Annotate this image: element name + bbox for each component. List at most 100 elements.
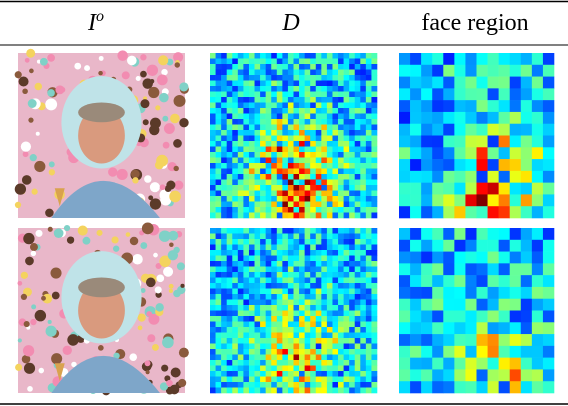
- heat-cell: [248, 179, 255, 186]
- header-cell: D: [281, 10, 299, 36]
- heat-cell: [248, 288, 255, 295]
- heat-cell: [432, 64, 444, 77]
- heat-cell: [221, 299, 227, 306]
- heat-cell: [349, 360, 356, 366]
- heat-cell: [232, 349, 239, 355]
- heat-cell: [265, 113, 272, 120]
- heat-cell: [343, 97, 350, 103]
- heat-cell: [260, 327, 266, 333]
- heat-cell: [271, 382, 278, 388]
- heat-cell: [365, 80, 372, 87]
- heat-cell: [354, 310, 361, 317]
- heat-cell: [299, 233, 305, 240]
- candy: [140, 54, 147, 61]
- heat-cell: [321, 316, 328, 322]
- heat-cell: [365, 305, 372, 311]
- heat-cell: [360, 102, 367, 109]
- heat-cell: [237, 179, 244, 186]
- heat-cell: [265, 294, 272, 300]
- heat-cell: [237, 266, 244, 273]
- heat-cell: [354, 207, 361, 213]
- heat-cell: [310, 97, 317, 103]
- heat-cell: [215, 261, 222, 267]
- heat-cell: [226, 53, 233, 59]
- heat-cell: [237, 168, 244, 175]
- heat-cell: [221, 239, 227, 245]
- heat-cell: [237, 294, 244, 300]
- heat-cell: [254, 102, 261, 109]
- heat-cell: [354, 387, 361, 394]
- heat-cell: [299, 135, 305, 142]
- heat-cell: [365, 97, 372, 103]
- heat-cell: [304, 91, 311, 98]
- heat-cell: [254, 272, 261, 278]
- heat-cell: [338, 113, 344, 120]
- heat-cell: [310, 201, 317, 208]
- heat-cell: [243, 168, 250, 175]
- heat-cell: [354, 163, 361, 169]
- heat-cell: [371, 124, 378, 131]
- heat-cell: [260, 80, 266, 87]
- heat-cell: [276, 376, 283, 383]
- heat-cell: [248, 250, 255, 256]
- heat-cell: [315, 80, 322, 87]
- heat-cell: [260, 119, 266, 125]
- heat-cell: [254, 80, 261, 87]
- heat-cell: [260, 382, 266, 388]
- heat-cell: [304, 228, 311, 234]
- heat-cell: [498, 251, 511, 264]
- heat-cell: [299, 294, 305, 300]
- heat-cell: [332, 321, 339, 328]
- heat-cell: [299, 130, 305, 136]
- heat-cell: [332, 360, 339, 366]
- heat-cell: [371, 58, 378, 65]
- heat-cell: [243, 75, 250, 81]
- heat-cell: [360, 294, 367, 300]
- heat-cell: [226, 327, 233, 333]
- heat-cell: [304, 310, 311, 317]
- heat-cell: [487, 286, 499, 300]
- heat-cell: [299, 157, 305, 164]
- heat-cell: [260, 207, 266, 213]
- heat-cell: [287, 64, 294, 70]
- heat-cell: [399, 111, 411, 125]
- heat-cell: [360, 168, 367, 175]
- heat-cell: [282, 207, 289, 213]
- heat-cell: [465, 381, 477, 394]
- heat-cell: [299, 163, 305, 169]
- heat-cell: [443, 159, 455, 172]
- heat-cell: [315, 360, 322, 366]
- heat-cell: [248, 102, 255, 109]
- heat-cell: [221, 141, 227, 147]
- heat-cell: [282, 146, 289, 153]
- heat-cell: [487, 182, 499, 195]
- heat-cell: [332, 113, 339, 120]
- heat-cell: [326, 310, 333, 317]
- heat-cell: [338, 141, 344, 147]
- heat-cell: [210, 272, 216, 278]
- heat-cell: [520, 298, 533, 311]
- heat-cell: [226, 250, 233, 256]
- heat-cell: [498, 100, 511, 113]
- heat-cell: [332, 387, 339, 394]
- heat-cell: [465, 357, 477, 370]
- heat-cell: [254, 371, 261, 377]
- candy: [29, 243, 38, 252]
- heat-cell: [271, 371, 278, 377]
- heat-cell: [215, 201, 222, 208]
- candy: [98, 344, 104, 351]
- candy: [140, 287, 146, 293]
- heat-cell: [221, 332, 227, 339]
- heat-cell: [371, 349, 378, 355]
- heat-cell: [243, 113, 250, 120]
- heat-cell: [542, 310, 555, 323]
- heat-cell: [326, 343, 333, 350]
- heat-cell: [226, 86, 233, 92]
- heat-cell: [248, 382, 255, 388]
- heat-cell: [287, 387, 294, 394]
- heat-cell: [410, 123, 422, 136]
- heat-cell: [304, 201, 311, 208]
- heat-cell: [487, 194, 499, 207]
- heat-cell: [232, 75, 239, 81]
- heat-cell: [326, 244, 333, 251]
